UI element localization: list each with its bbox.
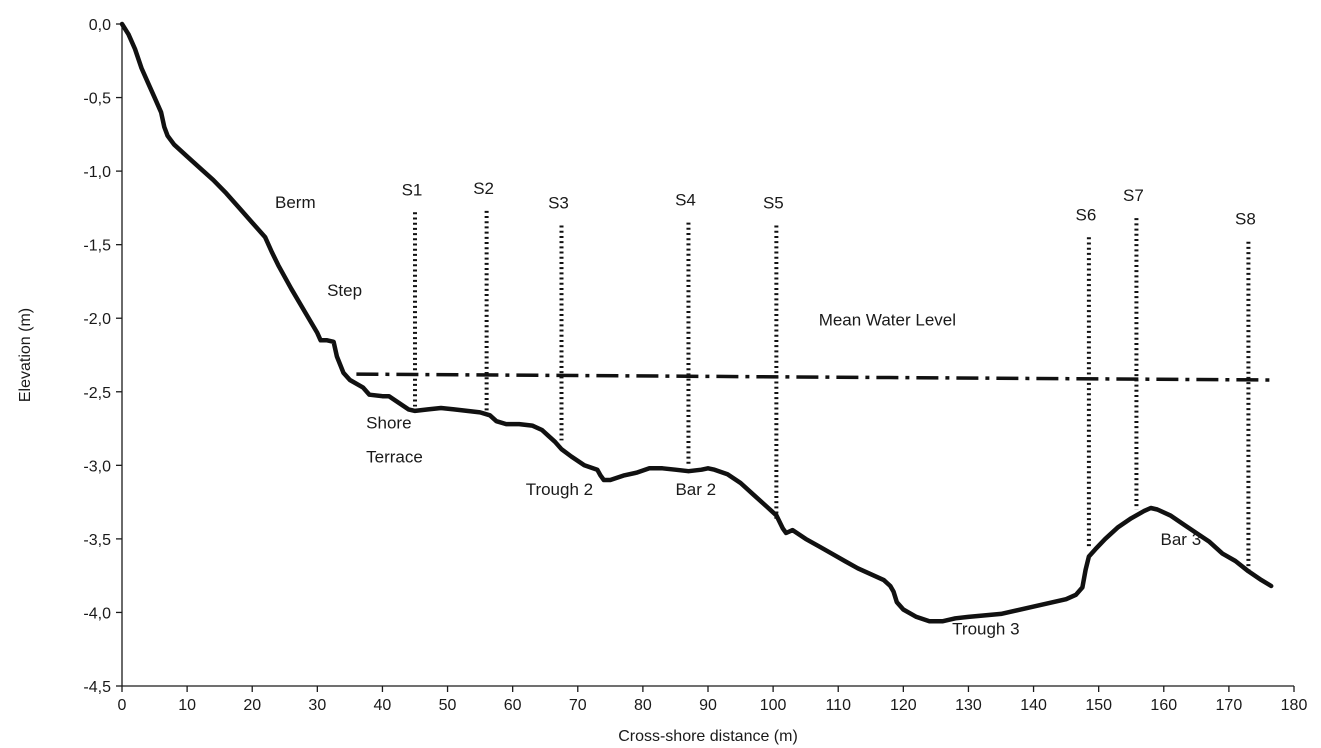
y-tick-label: 0,0 [89,17,111,34]
annotation-bar-3: Bar 3 [1161,530,1202,549]
y-tick-label: -4,0 [83,605,111,622]
y-tick-label: -3,0 [83,458,111,475]
y-tick-label: -4,5 [83,679,111,696]
sensor-label-s3: S3 [548,194,569,213]
sensor-label-s2: S2 [473,179,494,198]
sensor-label-s5: S5 [763,194,784,213]
annotation-berm: Berm [275,193,316,212]
x-tick-label: 10 [178,697,196,714]
sensor-lines: S1 S2 S3 S4 S5 S6 S7 S8 [402,179,1256,572]
series-group [119,21,1275,624]
axes [121,24,1294,687]
y-axis-title: Elevation (m) [17,308,34,402]
y-tick-label: -3,5 [83,532,111,549]
x-tick-label: 20 [243,697,261,714]
x-tick-label: 0 [118,697,127,714]
x-axis-ticks: 0 10 20 30 40 50 60 70 80 90 100 110 120 130 140 150 160… [118,686,1308,714]
annotation-trough-3: Trough 3 [952,620,1019,639]
sensor-label-s1: S1 [402,180,423,199]
x-tick-label: 100 [760,697,787,714]
beach-profile-line [119,21,1274,624]
x-tick-label: 120 [890,697,917,714]
y-tick-label: -1,0 [83,164,111,181]
x-tick-label: 110 [825,697,851,714]
annotation-shore: Shore [366,414,411,433]
annotation-bar-2: Bar 2 [675,480,716,499]
x-tick-label: 180 [1281,697,1308,714]
y-tick-label: -2,5 [83,385,111,402]
x-tick-label: 90 [699,697,717,714]
x-tick-label: 170 [1216,697,1243,714]
x-tick-label: 30 [308,697,326,714]
y-tick-label: -2,0 [83,311,111,328]
x-tick-label: 50 [439,697,457,714]
x-tick-label: 160 [1150,697,1177,714]
sensor-label-s4: S4 [675,191,696,210]
y-tick-label: -0,5 [83,91,111,108]
annotation-terrace: Terrace [366,447,423,466]
x-tick-label: 60 [504,697,522,714]
x-tick-label: 150 [1085,697,1112,714]
x-axis-title: Cross-shore distance (m) [618,728,798,745]
sensor-label-s7: S7 [1123,186,1144,205]
annotation-step: Step [327,281,362,300]
sensor-label-s8: S8 [1235,210,1256,229]
sensor-label-s6: S6 [1076,205,1097,224]
x-tick-label: 130 [955,697,982,714]
y-tick-label: -1,5 [83,238,111,255]
annotation-mean-water-level: Mean Water Level [819,311,956,330]
x-tick-label: 70 [569,697,587,714]
x-tick-label: 80 [634,697,652,714]
y-axis-ticks: 0,0 -0,5 -1,0 -1,5 -2,0 -2,5 -3,0 -3,5 -4,0 -4,5 [83,17,122,696]
annotation-trough-2: Trough 2 [526,480,593,499]
x-tick-label: 40 [374,697,392,714]
annotations: Berm Step Mean Water Level Shore Terrace Trou… [275,193,1201,639]
x-tick-label: 140 [1020,697,1047,714]
mean-water-level-line [356,372,1275,382]
